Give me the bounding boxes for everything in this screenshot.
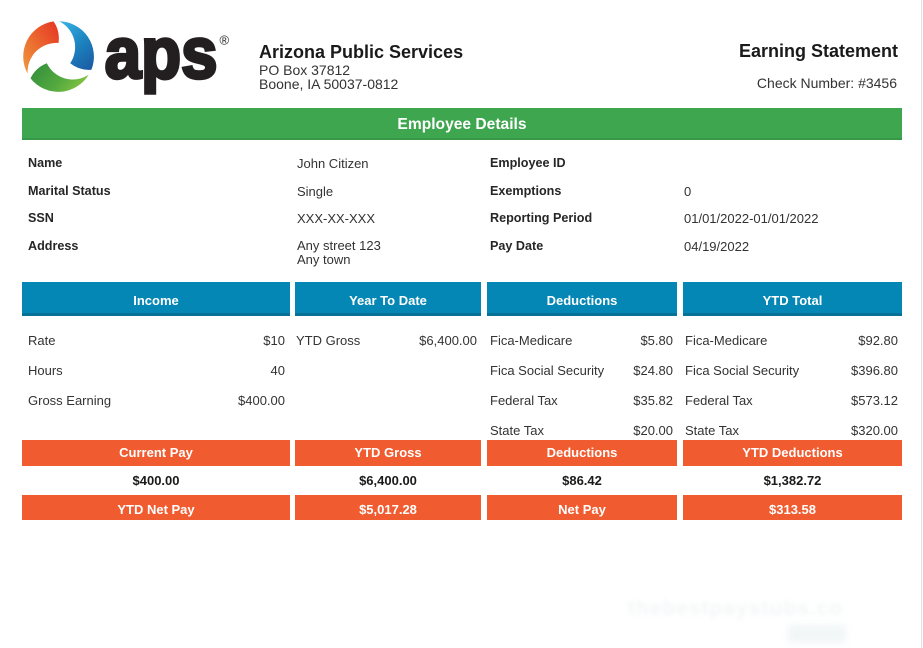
svg-text:aps: aps bbox=[105, 14, 218, 94]
svg-text:®: ® bbox=[220, 33, 230, 48]
